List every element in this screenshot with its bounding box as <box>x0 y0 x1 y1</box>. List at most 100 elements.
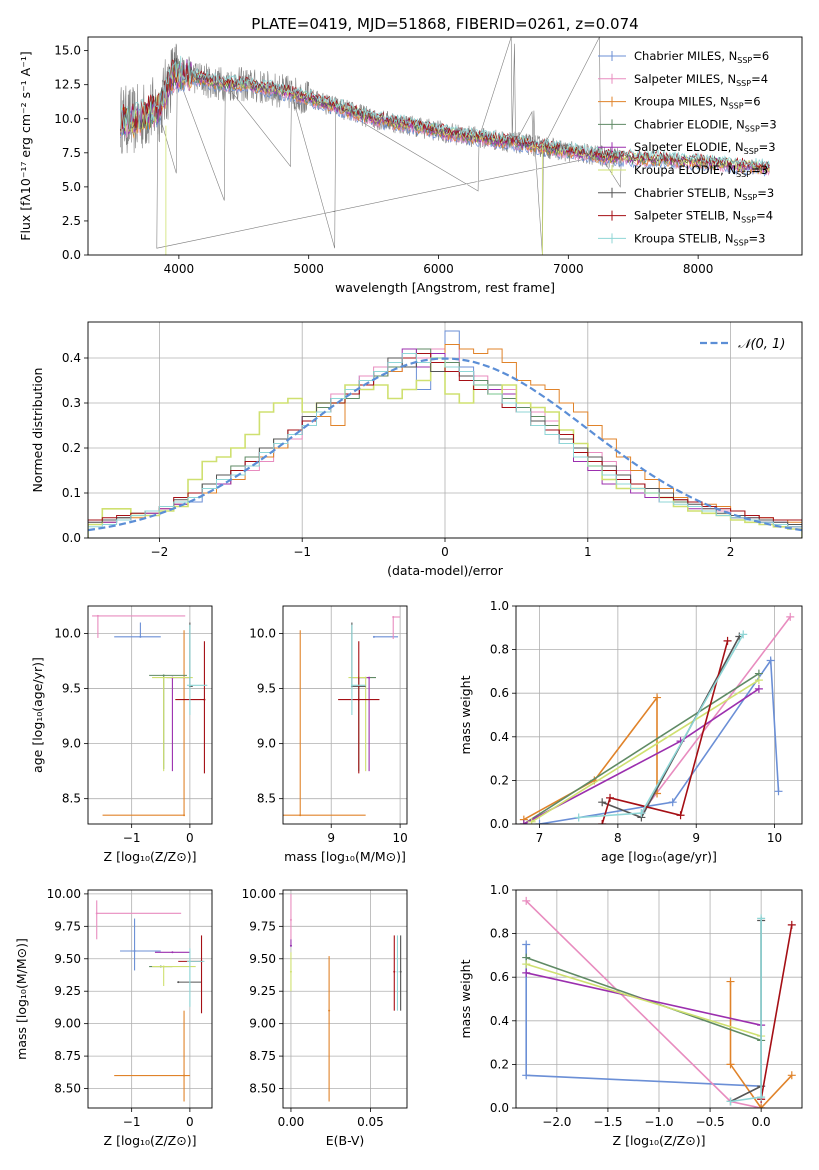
errorbar-salpeter-miles <box>289 893 292 940</box>
axes-frame <box>87 889 213 1109</box>
weight-marker <box>787 1071 796 1080</box>
x-tick-label: −0.5 <box>696 1115 725 1129</box>
errorbar-center <box>188 684 191 687</box>
errorbar-salpeter-elodie <box>289 939 292 947</box>
y-tick-label: 0.3 <box>62 396 81 410</box>
legend-nssp-sub: SSP <box>734 238 749 247</box>
weight-series-kroupa-miles <box>519 693 662 824</box>
errorbar-center <box>96 614 99 617</box>
y-axis-label: mass weight <box>458 675 473 754</box>
legend-entry: Kroupa ELODIE, NSSP=3 <box>634 163 768 179</box>
legend-nssp-sub: SSP <box>737 56 752 65</box>
y-tick-label: 10.00 <box>242 887 276 901</box>
x-axis-label: age [log₁₀(age/yr)] <box>601 849 717 864</box>
errorbar-chabrier-stelib <box>399 935 402 1011</box>
weight-marker <box>668 798 677 807</box>
chart-spectrum: 4000 5000 6000 7000 8000 0.0 2.5 5.0 7.5 10.0 12.5… <box>18 36 803 295</box>
legend-nssp-eq: = <box>760 117 770 131</box>
weight-marker <box>522 960 531 969</box>
legend-nssp-eq: = <box>749 231 759 245</box>
errorbar-center <box>399 970 402 973</box>
weight-marker <box>574 813 583 822</box>
legend-name: Salpeter ELODIE <box>634 140 728 154</box>
errorbar-salpeter-elodie <box>154 951 190 954</box>
legend-nssp-eq: = <box>759 140 769 154</box>
weight-marker <box>535 820 544 824</box>
legend-nssp-value: 4 <box>761 72 768 86</box>
x-tick-label: 8 <box>614 831 622 845</box>
errorbar-salpeter-miles <box>392 616 401 640</box>
weight-marker <box>606 793 615 802</box>
y-tick-label: 10.0 <box>54 112 81 126</box>
errorbar-salpeter-elodie <box>166 676 190 772</box>
y-tick-label: 0.8 <box>490 927 509 941</box>
x-axis-label: Z [log₁₀(Z/Z⊙)] <box>104 1133 197 1148</box>
y-tick-label: 9.50 <box>249 952 276 966</box>
y-tick-label: 9.5 <box>62 682 81 696</box>
errorbar-center <box>133 949 136 952</box>
x-tick-label: 9 <box>327 831 335 845</box>
errorbar-kroupa-miles <box>102 630 186 817</box>
legend-nssp-prefix: , N <box>720 72 736 86</box>
weight-marker <box>766 656 775 665</box>
weight-marker <box>787 920 796 929</box>
weight-marker <box>653 693 662 702</box>
x-tick-label: −1 <box>123 831 141 845</box>
legend-nssp-sub: SSP <box>736 79 751 88</box>
legend-entry: Kroupa STELIB, NSSP=3 <box>634 231 766 247</box>
x-axis-label: Z [log₁₀(Z/Z⊙)] <box>613 1133 706 1148</box>
y-tick-label: 1.0 <box>490 883 509 897</box>
y-tick-label: 0.0 <box>62 248 81 262</box>
y-tick-label: 9.25 <box>54 984 81 998</box>
x-tick-label: 0 <box>186 831 194 845</box>
weight-series-chabrier-miles <box>522 940 766 1091</box>
y-tick-label: 8.5 <box>257 792 276 806</box>
errorbar-center <box>139 635 142 638</box>
y-tick-label: 9.75 <box>249 919 276 933</box>
histogram-kroupa-stelib <box>88 353 802 538</box>
weight-marker <box>522 1071 531 1080</box>
legend-nssp-prefix: , N <box>728 140 744 154</box>
legend-nssp-prefix: , N <box>725 209 741 223</box>
errorbar-salpeter-stelib <box>393 935 396 1011</box>
axes-frame <box>515 605 803 825</box>
x-axis-label: Z [log₁₀(Z/Z⊙)] <box>104 849 197 864</box>
y-tick-label: 7.5 <box>62 146 81 160</box>
plot-area-spectrum <box>120 37 770 255</box>
y-tick-label: 5.0 <box>62 180 81 194</box>
errorbar-center <box>350 684 353 687</box>
plot-area-age-z <box>92 614 208 817</box>
y-tick-label: 0.0 <box>490 1101 509 1115</box>
legend-name: Salpeter MILES <box>634 72 720 86</box>
weight-line <box>640 616 791 814</box>
errorbar-chabrier-elodie <box>357 676 376 772</box>
y-tick-label: 8.75 <box>249 1049 276 1063</box>
axes-frame <box>87 36 803 256</box>
legend-nssp-value: 3 <box>767 186 774 200</box>
weight-series-kroupa-stelib <box>574 630 748 822</box>
errorbar-center <box>95 912 98 915</box>
weight-marker <box>598 820 607 824</box>
weight-series-chabrier-stelib <box>726 916 766 1106</box>
x-tick-label: 2 <box>727 545 735 559</box>
legend-entry: Salpeter STELIB, NSSP=4 <box>634 209 773 225</box>
legend-nssp-eq: = <box>752 49 762 63</box>
legend-nssp-sub: SSP <box>745 124 760 133</box>
legend-nssp-eq: = <box>751 163 761 177</box>
weight-marker <box>598 798 607 807</box>
legend-entry: Salpeter MILES, NSSP=4 <box>634 72 768 88</box>
y-axis-label: Flux [fλ10⁻¹⁷ erg cm⁻² s⁻¹ A⁻¹] <box>18 51 33 240</box>
y-tick-label: 0.6 <box>490 970 509 984</box>
x-axis-label: E(B-V) <box>326 1133 365 1148</box>
y-tick-label: 0.0 <box>490 817 509 831</box>
plot-area-mass-ebv <box>289 893 402 1102</box>
plot-area-mass-z <box>95 900 205 1102</box>
legend-name: Salpeter STELIB <box>634 209 725 223</box>
axes-frame <box>87 321 803 539</box>
model-line-kroupa-stelib <box>120 55 770 169</box>
weight-line <box>523 672 760 824</box>
x-tick-label: −1 <box>123 1115 141 1129</box>
legend-nssp-value: 4 <box>766 209 773 223</box>
legend-nssp-prefix: , N <box>721 49 737 63</box>
errorbar-center <box>393 970 396 973</box>
